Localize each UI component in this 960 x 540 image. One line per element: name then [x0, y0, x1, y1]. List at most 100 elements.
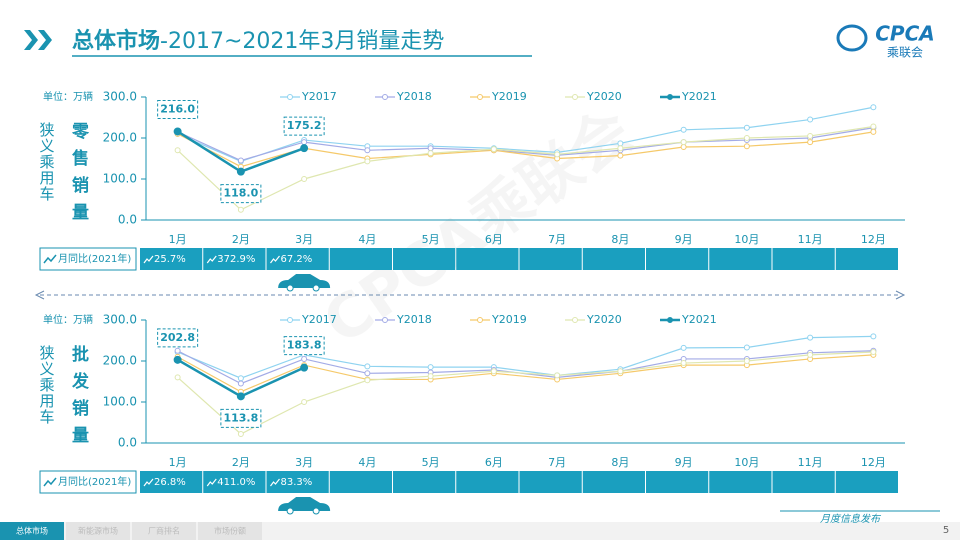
data-point: [300, 363, 309, 372]
x-tick-label: 7月: [548, 233, 566, 246]
yoy-cell: [393, 248, 456, 270]
legend-label: Y2019: [491, 90, 527, 103]
y-tick-label: 0.0: [118, 213, 137, 227]
car-icon: [278, 497, 331, 511]
x-tick-label: 9月: [675, 456, 693, 469]
data-point: [807, 351, 814, 358]
label-box: [220, 184, 262, 204]
data-point: [237, 380, 244, 387]
y-tick-label: 200.0: [103, 131, 137, 145]
data-point: [743, 358, 750, 364]
data-point: [617, 145, 624, 152]
yoy-cell: [329, 248, 392, 270]
yoy-cell: [772, 248, 835, 270]
footer-tab: [132, 522, 196, 540]
data-point: [870, 333, 877, 340]
data-point: [301, 399, 308, 405]
x-tick-label: 12月: [861, 456, 886, 469]
yoy-cell-icon: [143, 255, 154, 264]
data-point: [743, 135, 750, 141]
panel-label: 批发销量: [68, 344, 90, 453]
label-box: [220, 408, 262, 428]
x-tick-label: 1月: [169, 233, 187, 246]
unit-label: 单位：万辆: [43, 313, 93, 326]
data-point: [237, 430, 244, 437]
yoy-icon: [43, 477, 57, 487]
footer-tab: [66, 522, 130, 540]
legend-marker: [477, 317, 483, 323]
data-point: [174, 374, 181, 381]
y-tick-label: 200.0: [103, 354, 137, 368]
data-point: [807, 334, 814, 341]
yoy-cell: [709, 471, 772, 493]
data-point: [301, 139, 308, 146]
yoy-cell: [646, 471, 709, 493]
data-point: [490, 368, 497, 375]
data-point: [680, 126, 687, 133]
data-point: [743, 344, 750, 351]
car-icon: [278, 274, 331, 288]
yoy-label-cell: [39, 247, 137, 271]
x-tick-label: 4月: [358, 233, 376, 246]
x-tick-label: 10月: [734, 456, 759, 469]
x-tick-label: 4月: [358, 456, 376, 469]
legend-label: Y2018: [396, 90, 432, 103]
yoy-cell-icon: [143, 478, 154, 487]
data-point: [174, 347, 181, 354]
title-bold: 总体市场: [72, 28, 160, 54]
legend-marker: [477, 94, 483, 100]
legend-label: Y2018: [396, 313, 432, 326]
legend-label: Y2019: [491, 313, 527, 326]
yoy-cell: [140, 248, 203, 270]
y-tick-label: 100.0: [103, 172, 137, 186]
yoy-cell: [329, 471, 392, 493]
yoy-cell: [646, 248, 709, 270]
yoy-cell: [582, 471, 645, 493]
legend-marker: [287, 94, 293, 100]
x-tick-label: 9月: [675, 233, 693, 246]
x-tick-label: 3月: [295, 233, 313, 246]
data-point: [617, 368, 624, 375]
yoy-value: 411.0%: [217, 477, 255, 488]
car-wheel: [286, 507, 294, 515]
x-tick-label: 5月: [422, 456, 440, 469]
yoy-cell: [456, 248, 519, 270]
data-point: [364, 363, 371, 370]
legend-marker: [572, 94, 578, 100]
data-point: [680, 144, 687, 151]
data-point: [490, 146, 497, 153]
data-point: [807, 132, 814, 139]
data-point: [237, 157, 244, 164]
x-tick-label: 11月: [798, 233, 823, 246]
chevron-icon: [24, 30, 52, 50]
data-point: [364, 370, 371, 377]
x-tick-label: 8月: [611, 233, 629, 246]
yoy-cell-icon: [270, 478, 280, 487]
data-point: [807, 116, 814, 123]
data-point: [617, 152, 624, 159]
yoy-cell: [266, 248, 329, 270]
data-point: [364, 147, 371, 154]
yoy-value: 372.9%: [217, 254, 255, 265]
data-point: [173, 355, 182, 364]
x-tick-label: 2月: [232, 233, 250, 246]
legend-label: Y2020: [586, 90, 622, 103]
yoy-cell: [582, 248, 645, 270]
y-tick-label: 0.0: [118, 436, 137, 450]
legend-label: Y2017: [301, 90, 337, 103]
x-tick-label: 7月: [548, 456, 566, 469]
yoy-cell: [393, 471, 456, 493]
data-point: [870, 104, 877, 111]
data-point: [427, 145, 434, 152]
data-point: [427, 364, 434, 371]
data-point: [236, 392, 245, 401]
yoy-cell: [835, 248, 898, 270]
data-point: [870, 348, 877, 355]
yoy-cell: [203, 471, 266, 493]
x-tick-label: 10月: [734, 233, 759, 246]
side-label: 狭义乘用车: [38, 122, 56, 202]
yoy-cell-icon: [206, 255, 217, 264]
series-line: [177, 354, 874, 393]
yoy-cell: [203, 248, 266, 270]
yoy-label: 月同比(2021年): [58, 252, 131, 265]
